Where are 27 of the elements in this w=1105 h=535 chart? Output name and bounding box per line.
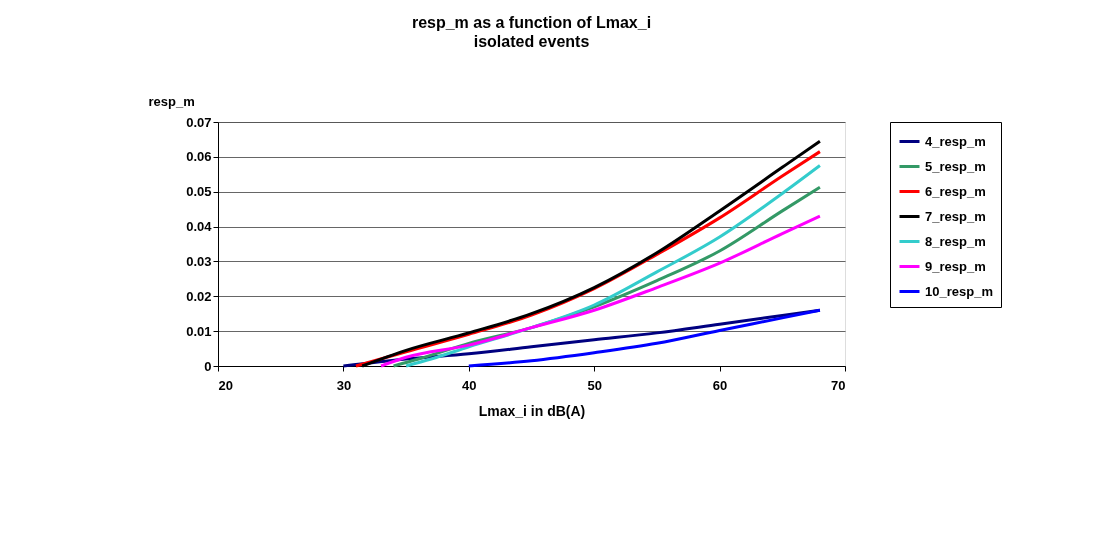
x-tick-label: 70 bbox=[831, 377, 846, 393]
y-tick-label: 0.03 bbox=[186, 253, 212, 269]
y-tick-label: 0.02 bbox=[186, 288, 212, 304]
legend-label: 8_resp_m bbox=[925, 233, 986, 249]
line-series bbox=[467, 308, 822, 368]
chart-subtitle: isolated events bbox=[473, 33, 590, 50]
legend-label: 4_resp_m bbox=[925, 133, 986, 149]
line-series bbox=[379, 214, 822, 368]
y-tick-label: 0.01 bbox=[186, 323, 212, 339]
legend-label: 9_resp_m bbox=[925, 258, 986, 274]
legend-label: 6_resp_m bbox=[925, 183, 986, 199]
legend-label: 7_resp_m bbox=[925, 208, 986, 224]
x-tick-label: 40 bbox=[462, 377, 477, 393]
y-tick-label: 0 bbox=[204, 358, 212, 374]
y-tick-label: 0.07 bbox=[186, 114, 212, 130]
y-tick-label: 0.05 bbox=[186, 184, 212, 200]
y-tick-label: 0.04 bbox=[186, 219, 213, 235]
chart-title: resp_m as a function of Lmax_i bbox=[411, 14, 652, 31]
y-axis-title: resp_m bbox=[148, 93, 195, 109]
x-tick-label: 20 bbox=[218, 377, 233, 393]
legend-label: 5_resp_m bbox=[925, 158, 986, 174]
x-tick-label: 50 bbox=[587, 377, 602, 393]
y-tick-label: 0.06 bbox=[186, 149, 212, 165]
x-axis-title: Lmax_i in dB(A) bbox=[478, 402, 586, 419]
x-tick-label: 30 bbox=[336, 377, 352, 393]
x-tick-label: 60 bbox=[712, 377, 728, 393]
legend-label: 10_resp_m bbox=[925, 283, 993, 299]
